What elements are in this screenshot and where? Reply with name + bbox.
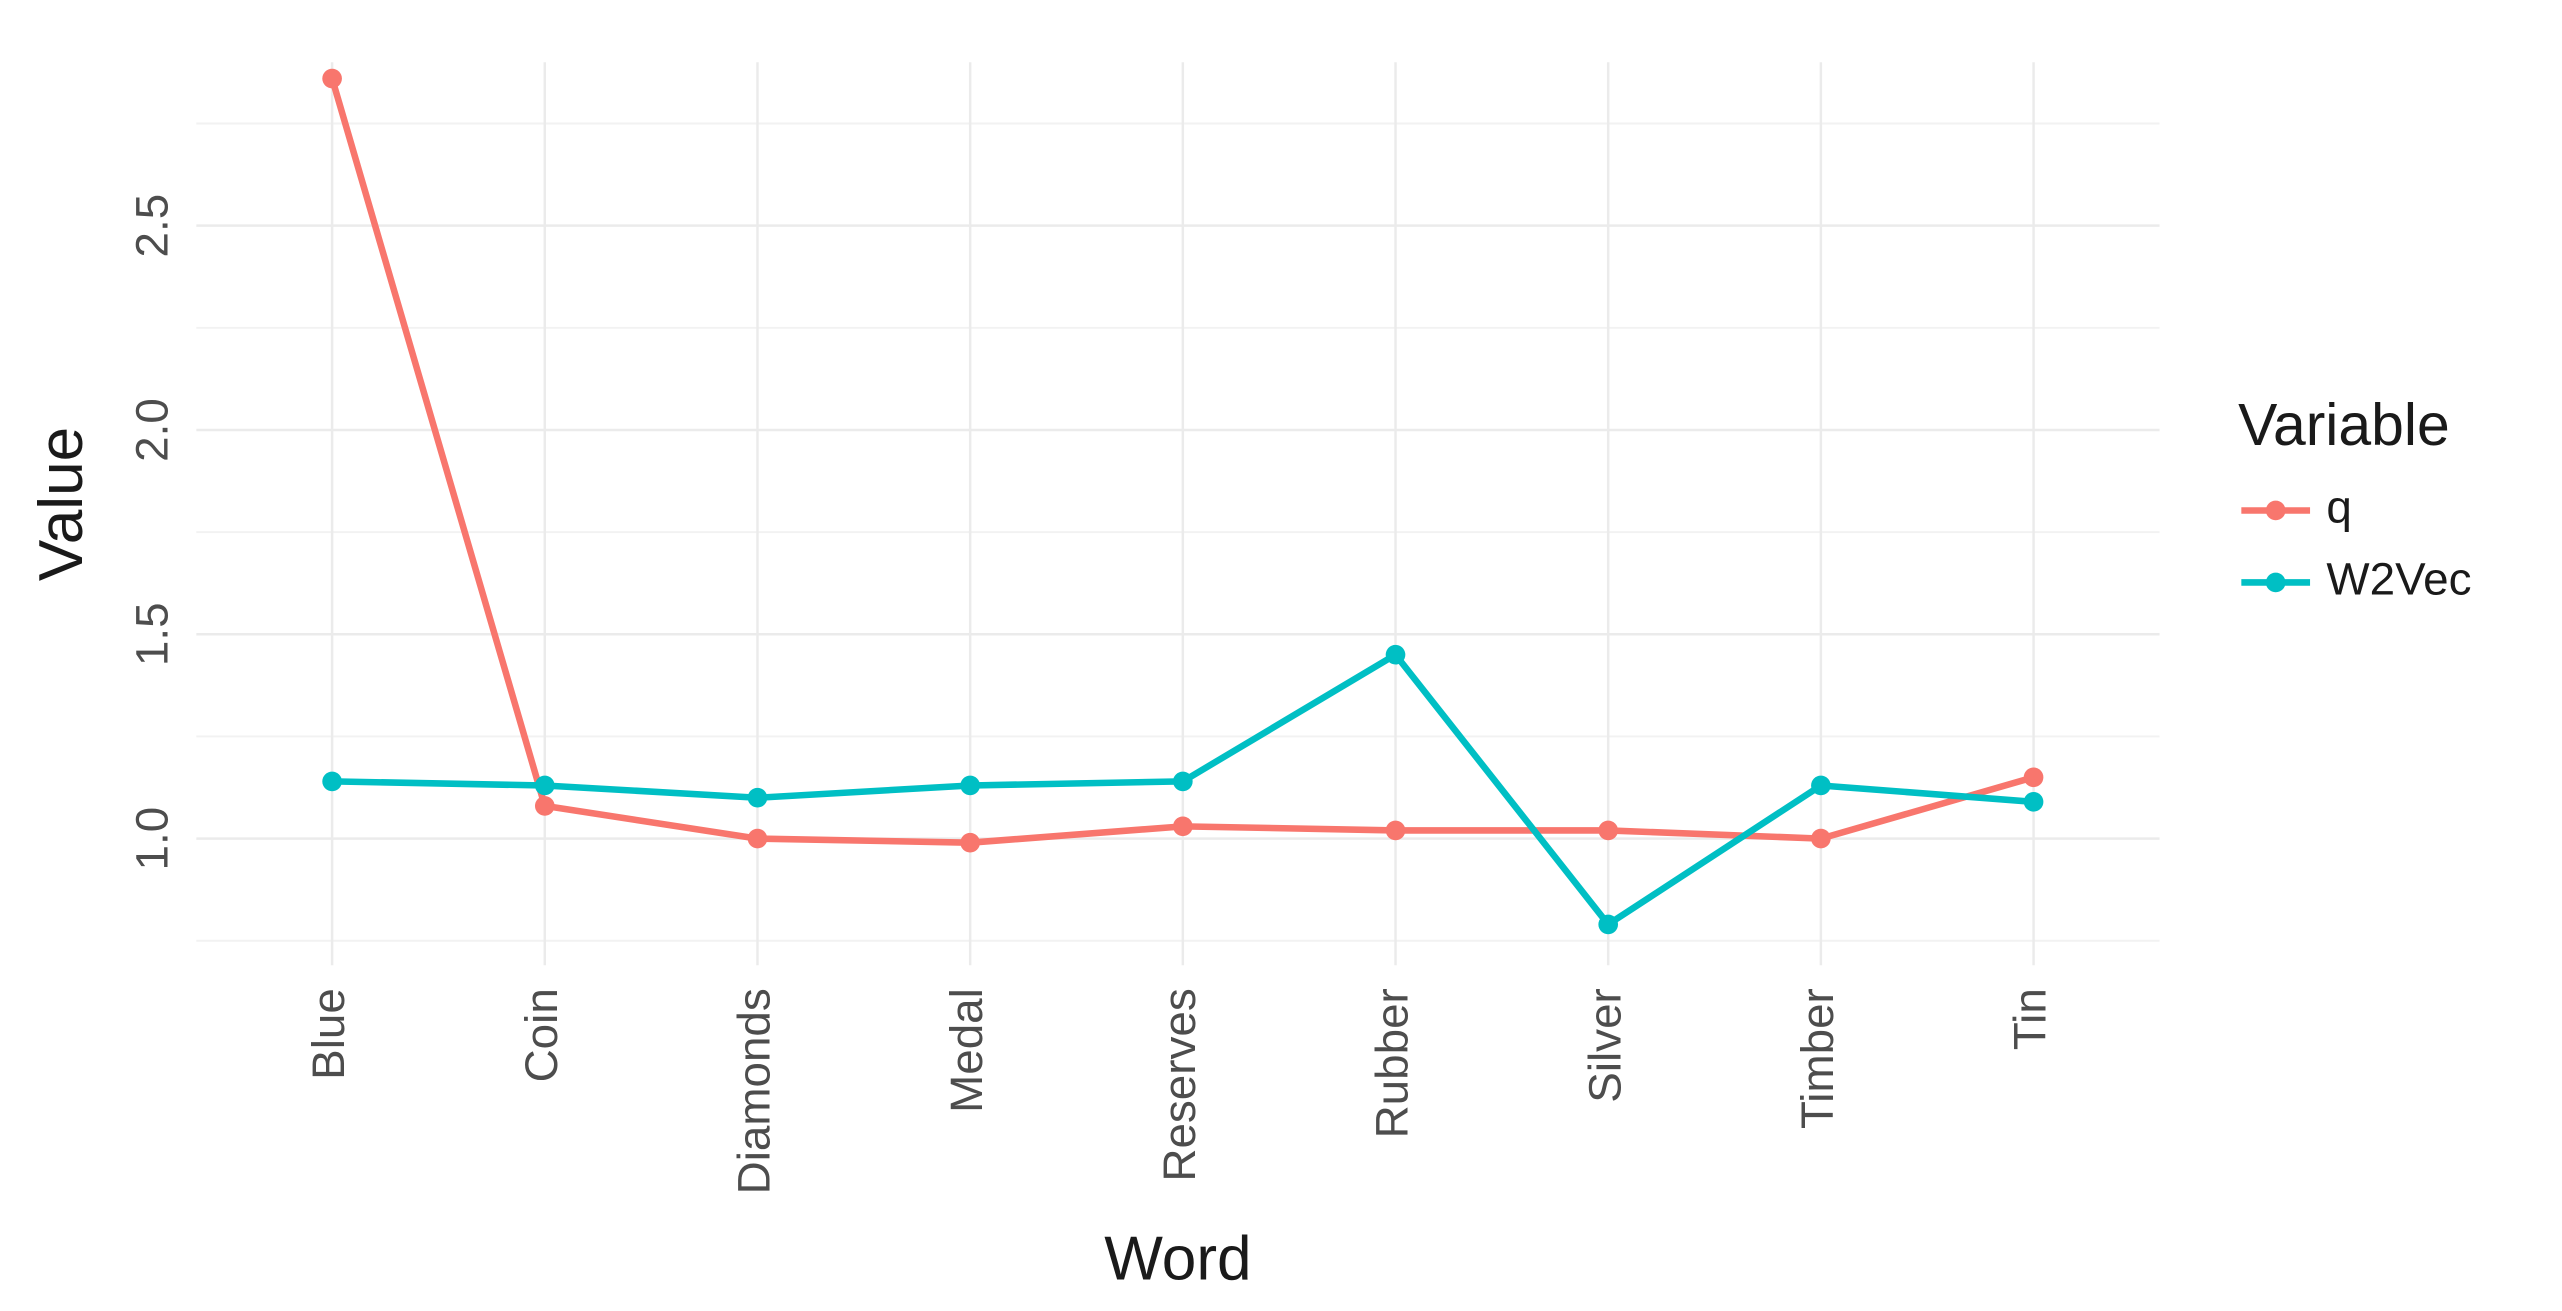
point [960, 775, 980, 796]
point [534, 796, 555, 816]
point [322, 771, 342, 792]
x-tick-label: Diamonds [729, 988, 780, 1194]
point [2023, 767, 2044, 788]
x-tick-label: Rubber [1367, 988, 1418, 1138]
y-tick-label: 1.0 [127, 807, 178, 871]
grid [196, 62, 2160, 966]
x-tick-label: Coin [516, 988, 567, 1082]
point [1811, 775, 1831, 796]
point [1173, 816, 1193, 837]
x-axis-title: Word [1104, 1224, 1251, 1293]
y-tick-label: 1.5 [127, 602, 178, 666]
legend-point [2265, 500, 2286, 521]
point [2023, 792, 2044, 812]
x-tick-label: Medal [941, 988, 992, 1113]
legend-title: Variable [2238, 393, 2450, 458]
y-tick-label: 2.5 [127, 194, 178, 258]
point [747, 787, 768, 808]
marks [322, 68, 2044, 935]
point [322, 68, 342, 89]
legend-label: q [2326, 482, 2351, 533]
y-tick-label: 2.0 [127, 398, 178, 462]
x-tick-label: Tin [2005, 988, 2056, 1050]
legend-label: W2Vec [2326, 554, 2471, 605]
x-tick-label: Reserves [1154, 988, 1205, 1181]
point [1173, 771, 1193, 792]
x-tick-label: Silver [1579, 988, 1630, 1103]
x-tick-label: Timber [1792, 988, 1843, 1129]
y-axis-title: Value [27, 427, 96, 581]
x-tick-label: Blue [303, 988, 354, 1080]
point [960, 832, 980, 853]
point [1811, 828, 1831, 849]
point [1385, 644, 1406, 665]
point [534, 775, 555, 796]
point [1385, 820, 1406, 841]
legend: Variable q W2Vec [2238, 393, 2471, 605]
legend-point [2265, 572, 2286, 593]
point [1598, 820, 1619, 841]
point [1598, 914, 1619, 935]
point [747, 828, 768, 849]
